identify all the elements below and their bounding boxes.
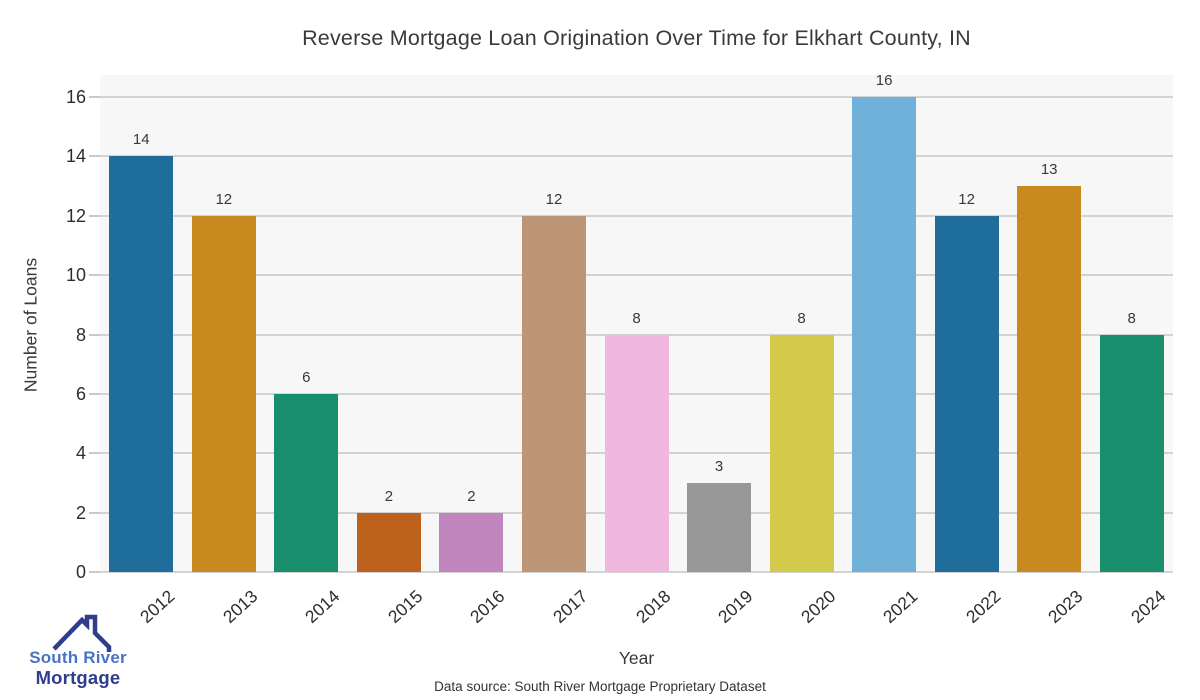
gridline-y-0: [100, 571, 1173, 573]
bar-value-label: 12: [215, 190, 233, 208]
y-tick-label: 16: [65, 87, 86, 107]
x-tick-label-2013: 2013: [218, 586, 262, 627]
y-tick-label: 14: [65, 146, 86, 167]
bar-value-label: 12: [958, 190, 975, 208]
x-tick-label-2024: 2024: [1126, 586, 1170, 627]
y-tick-mark: [89, 452, 100, 455]
x-axis-title: Year: [618, 648, 655, 668]
bar-2013: [191, 215, 256, 572]
y-tick-label: 6: [75, 383, 86, 404]
x-tick-label-2014: 2014: [301, 586, 344, 627]
bar-value-label: 14: [132, 131, 150, 149]
logo-text-mortgage: Mortgage: [35, 667, 121, 688]
bar-2012: [109, 156, 174, 572]
bar-value-label: 8: [1127, 309, 1136, 327]
data-source-note: Data source: South River Mortgage Propri…: [434, 679, 766, 694]
y-tick-mark: [89, 511, 100, 514]
bar-2020: [769, 334, 834, 572]
x-tick-label-2012: 2012: [136, 586, 179, 627]
bar-2019: [687, 482, 752, 572]
bar-value-label: 6: [302, 368, 311, 386]
bar-value-label: 2: [384, 487, 394, 505]
house-roof-icon: [52, 614, 112, 652]
plot-area: 14 12 6 2 2 12 8 3 8 16 12 13 8: [100, 72, 1173, 573]
bar-value-label: 16: [875, 72, 893, 89]
gridline-y-10: [100, 274, 1173, 277]
y-tick-label: 10: [65, 265, 86, 286]
y-tick-label: 0: [75, 562, 86, 582]
bar-2014: [274, 393, 339, 572]
gridline-y-12: [100, 214, 1173, 217]
bar-value-label: 2: [467, 487, 476, 505]
y-tick-label: 12: [65, 205, 86, 226]
bar-2022: [934, 215, 999, 572]
gridline-y-16: [100, 96, 1173, 98]
bar-value-label: 13: [1040, 161, 1058, 179]
y-tick-mark: [89, 333, 100, 336]
bar-value-label: 12: [545, 190, 563, 208]
y-tick-mark: [89, 274, 100, 277]
x-tick-label-2019: 2019: [714, 586, 757, 627]
south-river-mortgage-logo: South River Mortgage: [16, 614, 140, 689]
y-tick-label: 2: [75, 502, 86, 523]
x-tick-label-2023: 2023: [1044, 586, 1087, 627]
logo-text-south-river: South River: [29, 648, 127, 667]
y-tick-mark: [89, 214, 100, 217]
bar-2015: [356, 512, 421, 572]
gridline-y-14: [100, 155, 1173, 158]
bar-value-label: 8: [797, 309, 806, 327]
y-tick-mark: [89, 155, 100, 158]
x-tick-label-2021: 2021: [879, 586, 922, 627]
y-tick-mark: [89, 392, 100, 395]
bar-2023: [1017, 186, 1082, 572]
y-tick-mark: [89, 96, 100, 98]
y-tick-mark: [89, 571, 100, 573]
x-tick-label-2022: 2022: [961, 586, 1005, 627]
bar-value-label: 8: [632, 309, 641, 327]
bar-2017: [521, 215, 586, 572]
x-tick-label-2018: 2018: [631, 586, 674, 627]
x-tick-label-2017: 2017: [549, 586, 592, 627]
bar-2018: [604, 334, 669, 572]
bar-2024: [1099, 334, 1164, 572]
bar-2021: [852, 97, 917, 572]
bar-value-label: 3: [714, 457, 724, 475]
chart-title: Reverse Mortgage Loan Origination Over T…: [302, 26, 971, 50]
y-tick-label: 8: [75, 324, 86, 345]
x-tick-label-2015: 2015: [383, 586, 427, 627]
bar-2016: [439, 512, 504, 572]
y-tick-label: 4: [75, 443, 86, 464]
x-tick-label-2020: 2020: [796, 586, 839, 627]
x-tick-label-2016: 2016: [466, 586, 509, 627]
